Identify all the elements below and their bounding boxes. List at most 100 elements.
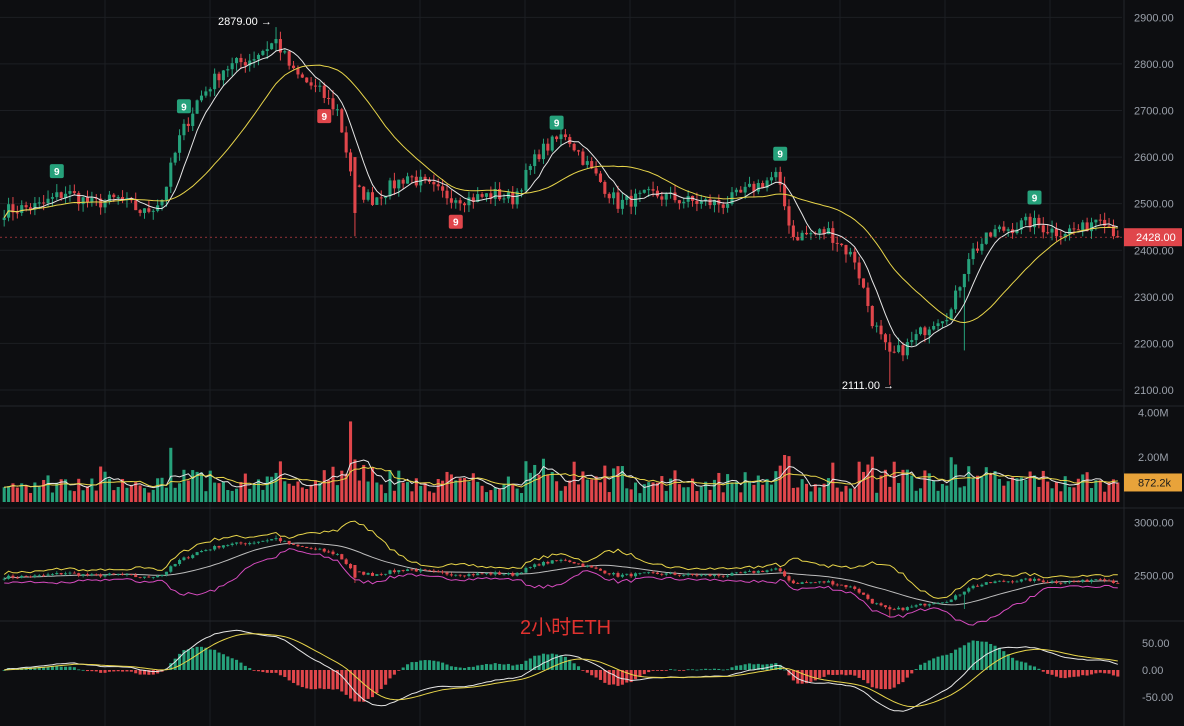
macd-histogram-bar	[278, 670, 282, 676]
macd-histogram-bar	[708, 669, 712, 671]
macd-histogram-bar	[940, 655, 944, 670]
indicator-candle-body	[42, 575, 46, 577]
volume-bar	[866, 464, 870, 502]
indicator-candle-body	[239, 542, 243, 544]
volume-bar	[739, 492, 743, 502]
candle-body	[1037, 217, 1041, 226]
macd-histogram-bar	[379, 670, 383, 690]
macd-histogram-bar	[848, 670, 852, 675]
candle-body	[971, 248, 975, 260]
macd-histogram-bar	[905, 670, 909, 678]
volume-bar	[730, 482, 734, 502]
candle-body	[366, 192, 370, 200]
macd-histogram-bar	[471, 666, 475, 670]
macd-histogram-bar	[182, 650, 186, 670]
macd-histogram-bar	[1019, 661, 1023, 670]
indicator-candle-body	[559, 559, 563, 561]
volume-bar	[734, 481, 738, 502]
macd-histogram-bar	[99, 670, 103, 673]
price-tick-label: 2500.00	[1134, 199, 1174, 211]
macd-histogram-bar	[1059, 670, 1063, 678]
indicator-candle-body	[870, 598, 874, 604]
candle-body	[861, 278, 866, 288]
volume-bar	[270, 476, 274, 502]
macd-histogram-bar	[406, 664, 410, 670]
indicator-candle-body	[1068, 581, 1072, 583]
indicator-candle-body	[397, 570, 401, 573]
macd-histogram-bar	[699, 669, 703, 671]
indicator-candle-body	[204, 550, 208, 552]
indicator-candle-body	[524, 567, 528, 573]
candle-body	[436, 184, 440, 187]
volume-bar	[568, 480, 572, 502]
candle-body	[524, 169, 528, 191]
volume-bar	[1076, 478, 1080, 502]
candle-body	[186, 123, 190, 126]
candle-body	[68, 191, 72, 194]
volume-bar	[50, 492, 54, 502]
candle-body	[362, 186, 366, 200]
volume-ma-fast	[4, 459, 1118, 490]
macd-histogram-bar	[778, 664, 782, 670]
candle-body	[511, 192, 515, 205]
volume-bar	[555, 481, 559, 502]
indicator-candle-body	[989, 582, 993, 584]
volume-bar	[467, 481, 471, 502]
indicator-candle-body	[112, 573, 116, 575]
indicator-candle-body	[918, 603, 923, 606]
volume-bar	[563, 486, 567, 502]
indicator-candle-body	[427, 570, 432, 571]
candle-body	[46, 198, 50, 204]
macd-histogram-bar	[401, 667, 405, 670]
indicator-candle-body	[392, 570, 396, 573]
volume-bar	[1037, 486, 1041, 502]
candle-body	[875, 325, 879, 327]
macd-histogram-bar	[647, 670, 651, 673]
macd-histogram-bar	[327, 670, 331, 689]
td-nine-label: 9	[181, 102, 187, 113]
macd-histogram-bar	[555, 654, 559, 670]
macd-histogram-bar	[787, 670, 791, 676]
volume-bar	[537, 474, 541, 502]
indicator-candle-body	[699, 574, 703, 576]
macd-histogram-bar	[256, 670, 261, 672]
td-nine-label: 9	[321, 112, 327, 123]
macd-histogram-bar	[971, 640, 975, 670]
volume-bar	[690, 478, 695, 502]
candle-body	[406, 176, 410, 184]
indicator-candle-body	[81, 574, 85, 576]
macd-histogram-bar	[458, 667, 462, 670]
candle-body	[712, 199, 716, 206]
candle-body	[463, 203, 467, 206]
indicator-candle-body	[502, 574, 506, 576]
volume-bar	[620, 466, 624, 502]
candle-body	[90, 197, 94, 203]
macd-histogram-bar	[243, 665, 247, 670]
indicator-candle-body	[283, 540, 287, 542]
volume-bar	[204, 491, 208, 502]
indicator-candle-body	[50, 574, 54, 575]
candle-body	[686, 195, 690, 202]
indicator-candle-body	[721, 575, 725, 577]
macd-histogram-bar	[493, 663, 497, 670]
candle-body	[112, 194, 116, 198]
indicator-candle-body	[1085, 579, 1089, 582]
volume-bar	[511, 483, 515, 502]
macd-histogram-bar	[37, 666, 41, 670]
macd-histogram-bar	[743, 664, 747, 670]
candle-body	[967, 259, 971, 275]
volume-bar	[265, 476, 269, 502]
candle-body	[493, 189, 497, 199]
indicator-candle-body	[489, 573, 493, 575]
macd-histogram-bar	[221, 654, 225, 670]
indicator-candle-body	[528, 567, 532, 568]
volume-bar	[1068, 487, 1072, 502]
price-tick-label: 2700.00	[1134, 105, 1174, 117]
candle-body	[1024, 216, 1028, 221]
macd-histogram-bar	[116, 670, 120, 672]
volume-bar	[471, 473, 475, 502]
macd-histogram-bar	[541, 653, 545, 670]
volume-bar	[112, 490, 116, 502]
td-nine-badge	[49, 164, 64, 179]
